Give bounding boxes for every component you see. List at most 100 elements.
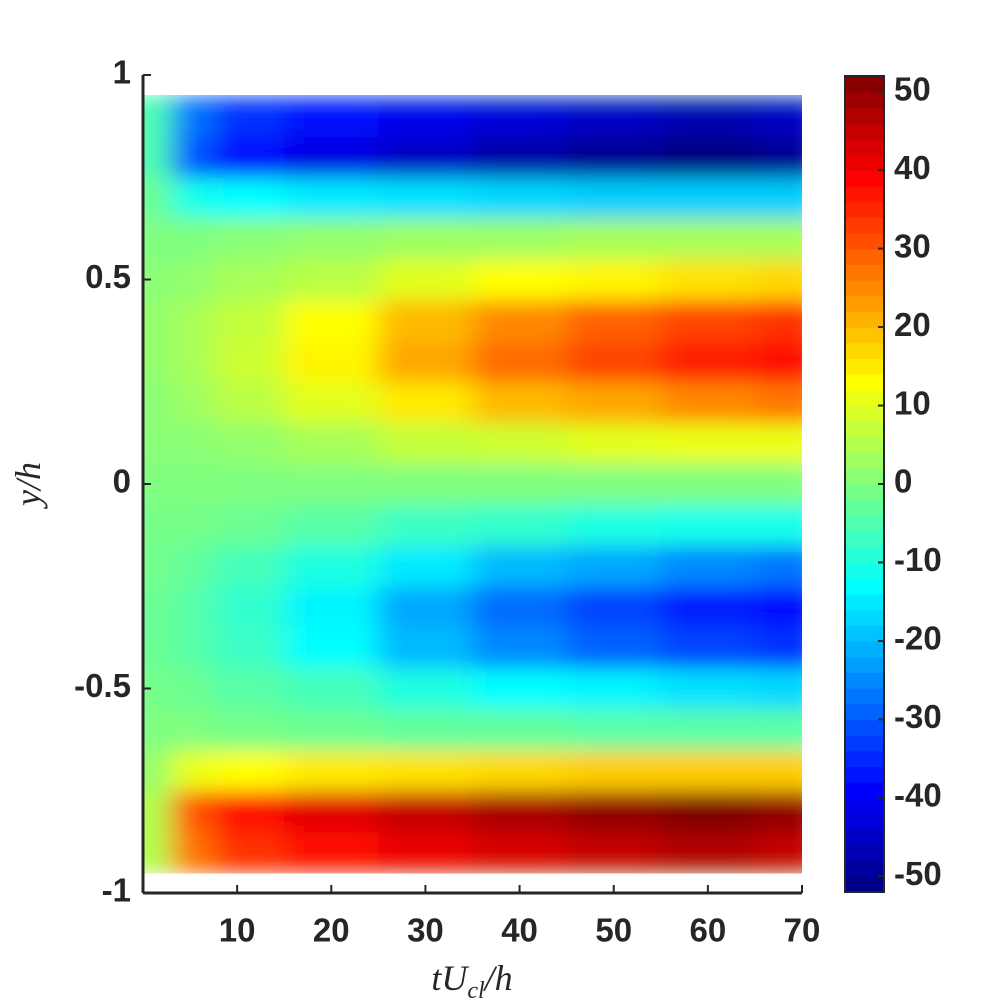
cell bbox=[566, 136, 662, 178]
cell bbox=[754, 668, 802, 710]
cell bbox=[754, 708, 802, 751]
cell bbox=[213, 749, 285, 792]
cell bbox=[754, 95, 802, 96]
cell bbox=[566, 340, 662, 383]
cell bbox=[660, 463, 756, 505]
colorbar-step bbox=[845, 735, 884, 752]
colorbar-step bbox=[845, 452, 884, 469]
colorbar-step bbox=[845, 750, 884, 768]
cell bbox=[660, 136, 756, 178]
cell bbox=[143, 749, 172, 792]
colorbar-step bbox=[845, 436, 884, 454]
cell bbox=[660, 504, 756, 546]
cell bbox=[171, 463, 215, 505]
cell bbox=[660, 790, 756, 833]
colorbar-tick-label: 50 bbox=[894, 70, 931, 107]
cell bbox=[284, 790, 379, 833]
colorbar-step bbox=[845, 844, 884, 862]
cell bbox=[143, 218, 172, 260]
colorbar-step bbox=[845, 782, 884, 799]
colorbar-tick-label: -30 bbox=[894, 698, 942, 735]
cell bbox=[171, 668, 215, 710]
y-tick-label: -1 bbox=[102, 872, 131, 909]
colorbar-step bbox=[845, 295, 884, 312]
cell bbox=[378, 422, 473, 465]
cell bbox=[754, 831, 802, 874]
cell bbox=[143, 586, 172, 628]
cell bbox=[754, 299, 802, 342]
cell bbox=[213, 463, 285, 505]
cell bbox=[660, 545, 756, 587]
cell bbox=[284, 218, 379, 260]
cell bbox=[213, 831, 285, 874]
colorbar-step bbox=[845, 860, 884, 877]
cell bbox=[284, 504, 379, 546]
cell bbox=[754, 463, 802, 505]
cell bbox=[171, 708, 215, 751]
cell bbox=[754, 504, 802, 546]
cell bbox=[754, 340, 802, 383]
cell bbox=[660, 586, 756, 628]
x-tick-label: 60 bbox=[689, 912, 726, 949]
cell bbox=[660, 95, 756, 137]
cell bbox=[143, 340, 172, 383]
colorbar-tick-label: -20 bbox=[894, 620, 942, 657]
cell bbox=[171, 504, 215, 546]
cell bbox=[660, 668, 756, 710]
cell bbox=[378, 177, 473, 219]
cell bbox=[566, 299, 662, 342]
cell bbox=[213, 177, 285, 219]
colorbar-step bbox=[845, 578, 884, 595]
colorbar-step bbox=[845, 311, 884, 328]
colorbar-step bbox=[845, 876, 884, 893]
cell bbox=[660, 259, 756, 301]
cell bbox=[284, 136, 379, 178]
colorbar-step bbox=[845, 201, 884, 218]
colorbar-step bbox=[845, 342, 884, 360]
colorbar-step bbox=[845, 499, 884, 516]
colorbar-step bbox=[845, 813, 884, 830]
cell bbox=[472, 422, 568, 465]
cell bbox=[213, 259, 285, 301]
cell bbox=[143, 95, 172, 137]
cell bbox=[378, 790, 473, 833]
cell bbox=[213, 299, 285, 342]
cell bbox=[171, 299, 215, 342]
cell bbox=[284, 545, 379, 587]
colorbar-tick-label: 10 bbox=[894, 384, 931, 421]
colorbar-tick-label: 20 bbox=[894, 306, 931, 343]
cell bbox=[660, 177, 756, 219]
cell bbox=[754, 177, 802, 219]
cell bbox=[472, 627, 568, 669]
cell bbox=[660, 381, 756, 424]
cell bbox=[284, 627, 379, 669]
cell bbox=[660, 218, 756, 260]
cell bbox=[754, 422, 802, 465]
colorbar-step bbox=[845, 217, 884, 234]
cell bbox=[472, 831, 568, 874]
colorbar-step bbox=[845, 797, 884, 815]
cell bbox=[284, 340, 379, 383]
cell bbox=[566, 586, 662, 628]
cell bbox=[171, 422, 215, 465]
cell bbox=[171, 749, 215, 792]
colorbar-step bbox=[845, 515, 884, 532]
colorbar-step bbox=[845, 264, 884, 281]
colorbar-step bbox=[845, 232, 884, 250]
colorbar-step bbox=[845, 593, 884, 611]
cell bbox=[378, 586, 473, 628]
colorbar-tick-label: -10 bbox=[894, 541, 942, 578]
cell bbox=[472, 95, 568, 137]
colorbar-tick-label: -50 bbox=[894, 855, 942, 892]
cell bbox=[143, 95, 172, 96]
colorbar-step bbox=[845, 625, 884, 642]
colorbar-step bbox=[845, 358, 884, 375]
cell bbox=[566, 218, 662, 260]
cell bbox=[754, 218, 802, 260]
y-tick-label: 1 bbox=[113, 54, 131, 91]
cell bbox=[566, 504, 662, 546]
cell bbox=[213, 136, 285, 178]
cell bbox=[213, 668, 285, 710]
cell bbox=[472, 299, 568, 342]
colorbar-step bbox=[845, 405, 884, 422]
